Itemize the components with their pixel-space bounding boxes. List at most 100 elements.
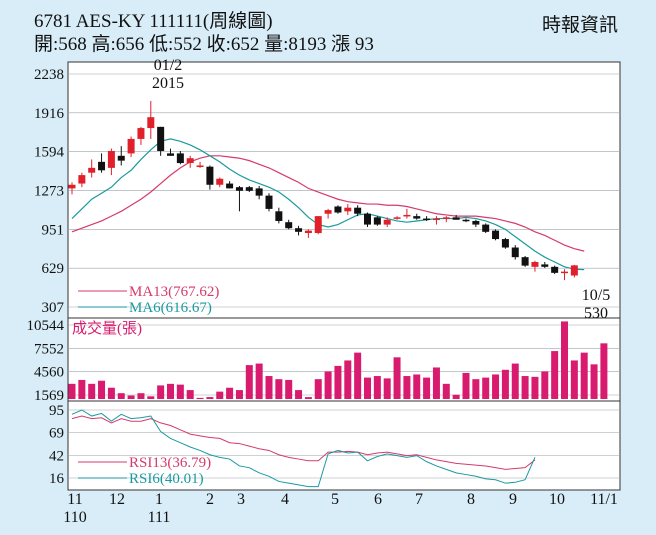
price-tick-label: 629 [42, 261, 65, 277]
volume-bar [324, 371, 332, 399]
candle [344, 204, 352, 215]
x-tick-label: 4 [281, 491, 289, 508]
volume-bar [344, 360, 352, 399]
candle [334, 205, 342, 214]
candle [561, 269, 568, 281]
volume-bar [364, 377, 371, 399]
volume-bar [107, 387, 115, 399]
volume-bar [541, 371, 549, 399]
candle [186, 155, 194, 168]
price-stats: 開:568 高:656 低:552 收:652 量:8193 漲 93 [34, 34, 374, 55]
price-tick-label: 2238 [34, 67, 64, 83]
volume-bar [295, 390, 303, 399]
x-tick-label: 3 [237, 491, 245, 508]
x-tick-label: 10 [549, 491, 565, 508]
candle [482, 223, 490, 234]
volume-bar [393, 357, 401, 399]
volume-bar [226, 387, 234, 399]
price-tick-label: 1594 [34, 145, 65, 161]
candle [521, 255, 529, 267]
volume-bar [245, 365, 253, 399]
candle [295, 225, 303, 236]
candle [423, 216, 431, 221]
volume-bar [600, 343, 608, 399]
high-low-annotation: 2015 [152, 75, 184, 92]
candle [373, 216, 381, 226]
candle [541, 261, 549, 269]
volume-tick-label: 7552 [34, 341, 64, 357]
volume-bar [176, 384, 184, 399]
volume-bar [590, 364, 598, 399]
volume-bar [285, 379, 293, 399]
candle [511, 245, 519, 260]
volume-bar [432, 367, 440, 399]
candle [206, 165, 214, 190]
volume-bar [413, 374, 421, 399]
x-tick-label: 2 [206, 491, 214, 508]
volume-bar [334, 365, 342, 399]
candle [127, 136, 135, 158]
candle [324, 208, 332, 219]
volume-bar [255, 363, 263, 399]
rsi-tick-label: 95 [49, 403, 64, 419]
candle [196, 161, 204, 168]
candle [107, 148, 115, 176]
chart-title: 6781 AES-KY 111111(周線圖) [34, 11, 273, 32]
candle [492, 229, 500, 241]
volume-bar [472, 379, 480, 399]
candle [393, 216, 401, 220]
high-low-annotation: 01/2 [154, 57, 182, 74]
volume-bar [275, 379, 283, 399]
volume-bar [68, 383, 76, 399]
x-tick-label: 11/1 [590, 491, 618, 508]
volume-tick-label: 1569 [34, 388, 64, 404]
volume-bar [551, 351, 559, 399]
volume-bar [78, 379, 86, 399]
candle [275, 207, 283, 224]
x-tick-year: 111 [148, 509, 171, 526]
volume-bar [373, 376, 381, 399]
price-tick-label: 307 [42, 300, 65, 316]
rsi-line [71, 415, 536, 470]
candle [157, 126, 165, 156]
volume-bar [127, 395, 135, 399]
candle [452, 214, 460, 220]
volume-bar [186, 390, 194, 399]
candle [176, 150, 184, 165]
volume-bar [511, 363, 519, 399]
volume-bar [580, 352, 588, 399]
ma-line [71, 155, 585, 252]
candle [570, 264, 578, 278]
volume-bar [147, 396, 155, 399]
candle [265, 193, 273, 212]
rsi-tick-label: 16 [49, 471, 65, 487]
candle [531, 260, 539, 272]
x-tick-label: 8 [467, 491, 475, 508]
volume-bar [314, 379, 322, 399]
x-tick-year: 110 [63, 509, 86, 526]
volume-bar [235, 390, 243, 399]
x-tick-label: 9 [509, 491, 517, 508]
price-tick-label: 1916 [34, 106, 65, 122]
volume-bar [462, 372, 470, 399]
rsi-tick-label: 42 [49, 449, 64, 465]
volume-bar [88, 383, 96, 399]
candle [68, 182, 76, 195]
volume-bar [137, 393, 145, 399]
rsi-line [71, 409, 536, 488]
x-tick-label: 1 [155, 491, 163, 508]
candle [245, 185, 253, 193]
candle [314, 216, 322, 235]
candle [285, 219, 293, 230]
candle [383, 217, 391, 228]
volume-bar [117, 393, 125, 399]
rsi-tick-label: 69 [49, 425, 64, 441]
candle [147, 100, 155, 139]
volume-bar [157, 385, 165, 399]
ma13-legend: MA13(767.62) [129, 284, 219, 300]
x-tick-label: 5 [331, 491, 339, 508]
volume-bar [196, 397, 204, 399]
candle [216, 177, 224, 188]
high-low-annotation: 10/5 [582, 287, 610, 304]
